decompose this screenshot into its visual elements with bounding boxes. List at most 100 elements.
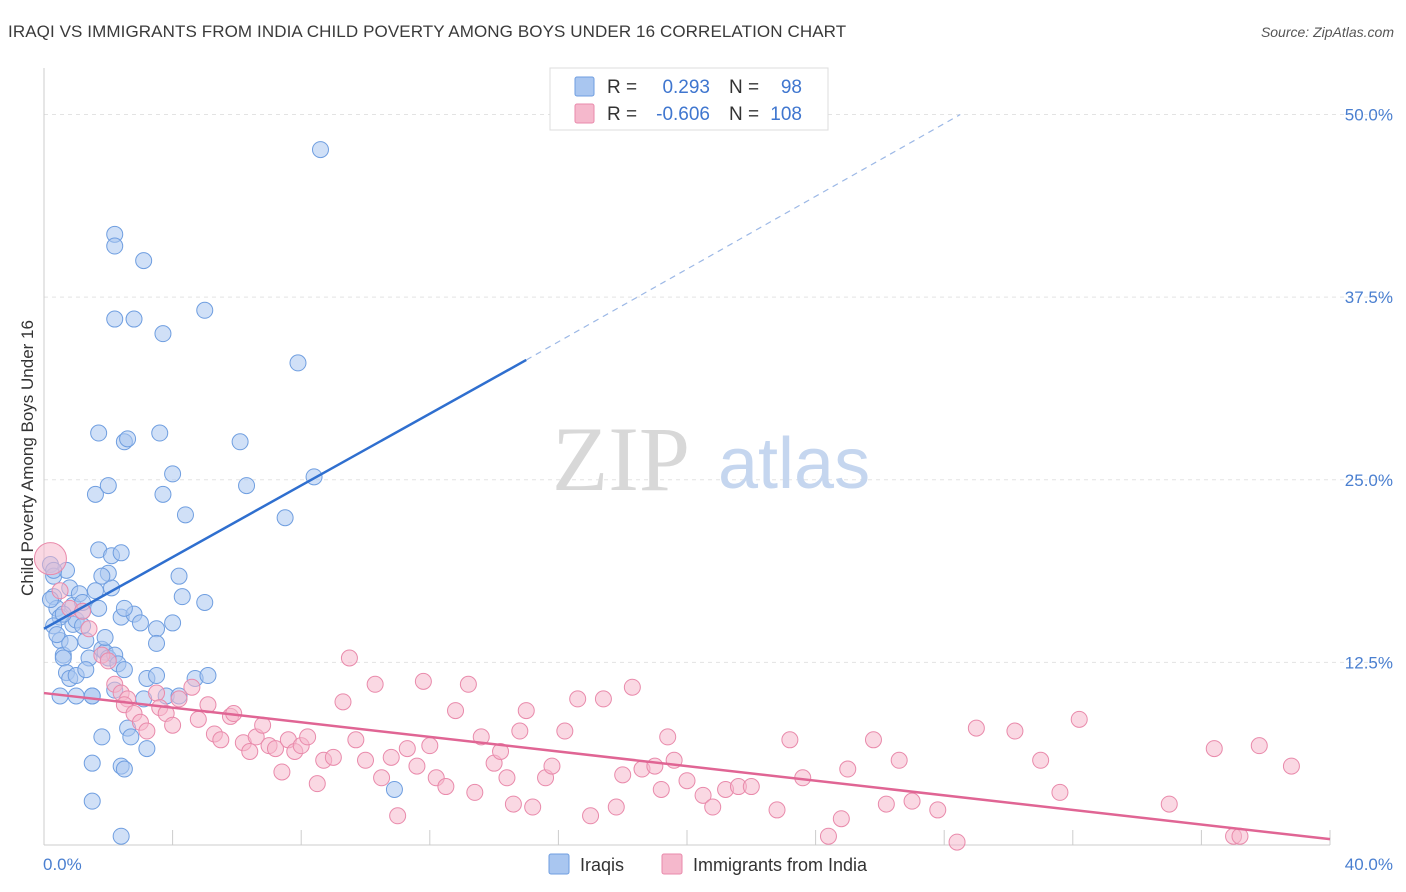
- data-point: [543, 757, 561, 775]
- data-point: [196, 593, 214, 611]
- legend-r-label-iraqis: R =: [607, 77, 637, 98]
- data-point: [556, 722, 574, 740]
- data-point: [170, 567, 188, 585]
- data-point: [112, 544, 130, 562]
- data-point: [607, 798, 625, 816]
- data-point: [48, 626, 66, 644]
- trend-lines: [43, 114, 1331, 841]
- data-point: [96, 629, 114, 647]
- legend-n-label-iraqis: N =: [729, 77, 759, 98]
- chart-title: IRAQI VS IMMIGRANTS FROM INDIA CHILD POV…: [8, 22, 847, 41]
- data-point: [492, 742, 510, 760]
- data-point: [1205, 740, 1223, 758]
- data-point: [51, 582, 69, 600]
- data-point: [948, 833, 966, 851]
- legend-n-value-iraqis: 98: [781, 77, 802, 98]
- data-point: [839, 760, 857, 778]
- data-point: [154, 325, 172, 343]
- data-point: [398, 740, 416, 758]
- data-point: [967, 719, 985, 737]
- data-point: [148, 620, 166, 638]
- data-point: [373, 769, 391, 787]
- data-point: [176, 506, 194, 524]
- data-point: [115, 760, 133, 778]
- data-point: [138, 740, 156, 758]
- data-point: [385, 780, 403, 798]
- data-point: [1250, 737, 1268, 755]
- data-point: [517, 702, 535, 720]
- legend-box: [549, 67, 829, 131]
- data-point: [389, 807, 407, 825]
- data-point: [273, 763, 291, 781]
- data-point: [678, 772, 696, 790]
- watermark-atlas: atlas: [718, 424, 870, 504]
- legend-n-label-india: N =: [729, 104, 759, 125]
- data-point: [276, 509, 294, 527]
- data-point: [80, 620, 98, 638]
- y-axis-title: Child Poverty Among Boys Under 16: [18, 320, 37, 596]
- data-point: [437, 778, 455, 796]
- data-point: [115, 661, 133, 679]
- legend-r-label-india: R =: [607, 104, 637, 125]
- data-point: [1006, 722, 1024, 740]
- data-point: [241, 742, 259, 760]
- data-point: [33, 542, 67, 576]
- bottom-legend-label-india: Immigrants from India: [693, 855, 868, 875]
- data-point: [903, 792, 921, 810]
- data-point: [93, 567, 111, 585]
- trend-line-extension-iraqis: [525, 114, 961, 361]
- data-point: [414, 672, 432, 690]
- data-point: [582, 807, 600, 825]
- data-point: [504, 795, 522, 813]
- data-point: [106, 310, 124, 328]
- data-point: [347, 731, 365, 749]
- data-point: [357, 751, 374, 769]
- x-tick-label-min: 0.0%: [43, 855, 82, 874]
- data-point: [154, 485, 172, 503]
- data-point: [890, 751, 908, 769]
- data-point: [694, 786, 712, 804]
- data-point: [83, 754, 101, 772]
- data-point: [148, 684, 166, 702]
- data-point: [148, 667, 166, 685]
- data-point: [106, 237, 124, 255]
- data-point: [594, 690, 612, 708]
- data-point: [614, 766, 632, 784]
- legend-swatch-iraqis: [574, 76, 595, 97]
- data-point: [466, 783, 484, 801]
- data-point: [569, 690, 587, 708]
- data-point: [115, 599, 133, 617]
- x-tick-label-max: 40.0%: [1345, 855, 1393, 874]
- data-point: [1032, 751, 1050, 769]
- data-point: [212, 731, 230, 749]
- data-point: [299, 728, 317, 746]
- data-point: [832, 810, 850, 828]
- data-point: [138, 722, 156, 740]
- data-point: [183, 678, 201, 696]
- data-point: [646, 757, 664, 775]
- x-tick-labels: 0.0% 40.0%: [43, 855, 1393, 874]
- data-point: [164, 716, 182, 734]
- data-point: [196, 301, 214, 319]
- data-point: [54, 649, 72, 667]
- data-point: [877, 795, 895, 813]
- data-point: [742, 778, 760, 796]
- source-credit: Source: ZipAtlas.com: [1260, 24, 1394, 40]
- data-point: [1160, 795, 1178, 813]
- data-point: [119, 430, 137, 448]
- data-point: [382, 748, 400, 766]
- data-point: [819, 827, 837, 845]
- data-point: [781, 731, 799, 749]
- data-point: [289, 354, 307, 372]
- trend-line-india: [43, 691, 1331, 841]
- data-point: [311, 141, 329, 159]
- data-point: [623, 678, 641, 696]
- data-point: [112, 827, 130, 845]
- data-point: [652, 780, 670, 798]
- data-point: [929, 801, 947, 819]
- data-point: [122, 728, 140, 746]
- data-point: [447, 702, 465, 720]
- data-point: [511, 722, 529, 740]
- data-point: [93, 728, 111, 746]
